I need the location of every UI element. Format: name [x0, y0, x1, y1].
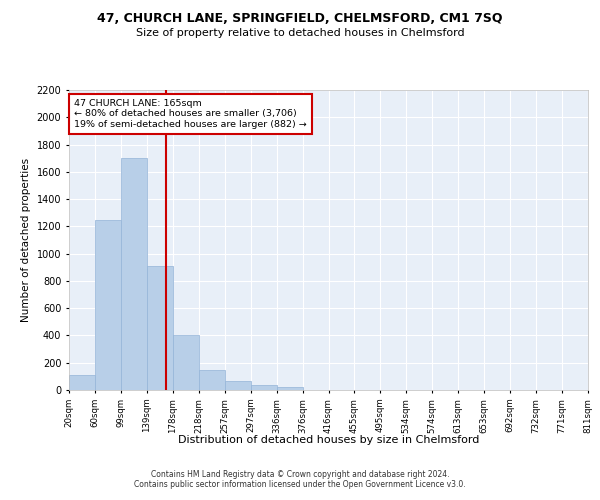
Bar	[277, 386, 302, 390]
Bar	[251, 385, 277, 390]
Bar	[95, 220, 121, 390]
Bar	[147, 266, 173, 390]
Bar	[173, 336, 199, 390]
Text: 47 CHURCH LANE: 165sqm
← 80% of detached houses are smaller (3,706)
19% of semi-: 47 CHURCH LANE: 165sqm ← 80% of detached…	[74, 99, 307, 129]
Y-axis label: Number of detached properties: Number of detached properties	[21, 158, 31, 322]
Text: Contains public sector information licensed under the Open Government Licence v3: Contains public sector information licen…	[134, 480, 466, 489]
Text: Contains HM Land Registry data © Crown copyright and database right 2024.: Contains HM Land Registry data © Crown c…	[151, 470, 449, 479]
Text: 47, CHURCH LANE, SPRINGFIELD, CHELMSFORD, CM1 7SQ: 47, CHURCH LANE, SPRINGFIELD, CHELMSFORD…	[97, 12, 503, 26]
Bar	[199, 370, 224, 390]
Bar	[69, 375, 95, 390]
Text: Size of property relative to detached houses in Chelmsford: Size of property relative to detached ho…	[136, 28, 464, 38]
Bar	[225, 381, 251, 390]
X-axis label: Distribution of detached houses by size in Chelmsford: Distribution of detached houses by size …	[178, 436, 479, 446]
Bar	[121, 158, 147, 390]
